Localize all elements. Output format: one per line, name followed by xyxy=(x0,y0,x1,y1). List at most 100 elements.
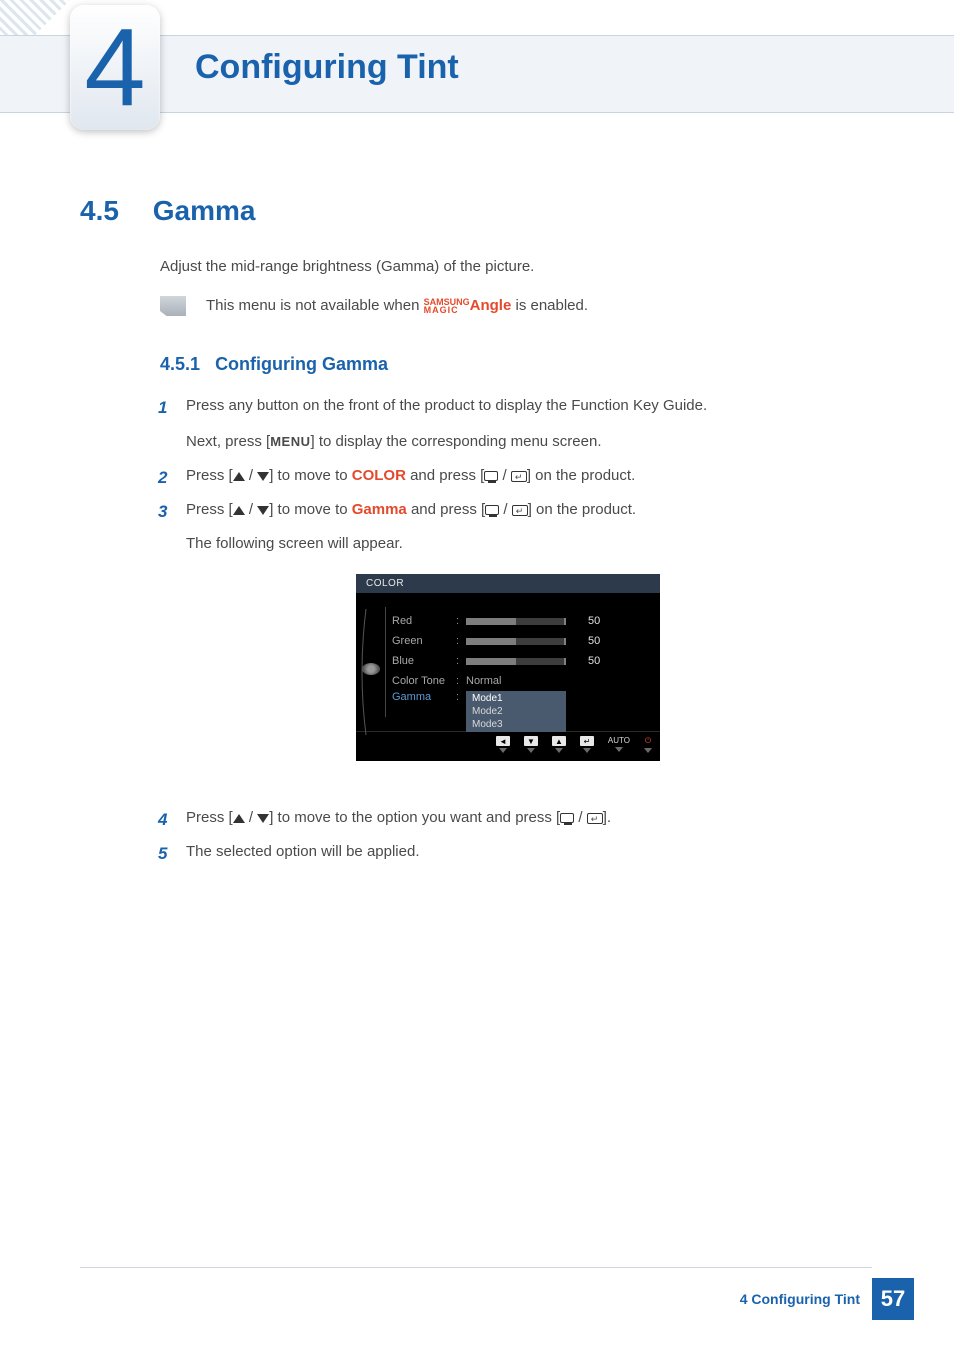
osd-footer-left: ◄ xyxy=(496,736,510,753)
chapter-number: 4 xyxy=(84,13,145,123)
osd-colon: : xyxy=(456,675,466,687)
osd-colon: : xyxy=(456,615,466,627)
indicator-icon xyxy=(555,748,563,753)
source-icon xyxy=(484,471,498,481)
gamma-dropdown: Mode1 Mode2 Mode3 xyxy=(466,691,566,732)
osd-row-gamma: Gamma : Mode1 Mode2 Mode3 xyxy=(372,691,644,711)
s2-prefix: Press [ xyxy=(186,467,233,484)
intro-text: Adjust the mid-range brightness (Gamma) … xyxy=(160,256,864,279)
step-number: 3 xyxy=(158,498,167,525)
gamma-option: Mode3 xyxy=(472,718,560,731)
up-arrow-icon xyxy=(233,472,245,481)
osd-row-red: Red : 50 xyxy=(372,611,644,631)
step-4: 4 Press [ / ] to move to the option you … xyxy=(160,806,864,830)
up-arrow-icon xyxy=(233,506,245,515)
step-2: 2 Press [ / ] to move to COLOR and press… xyxy=(160,464,864,488)
subsection-heading: 4.5.1 Configuring Gamma xyxy=(160,354,388,375)
page-number: 57 xyxy=(872,1278,914,1320)
s3-target: Gamma xyxy=(352,501,407,518)
footer-rule xyxy=(80,1267,872,1268)
note-text: This menu is not available when SAMSUNGM… xyxy=(206,297,588,314)
menu-key: MENU xyxy=(270,434,310,449)
osd-slider xyxy=(466,638,566,645)
step2-body: Press [ / ] to move to COLOR and press [… xyxy=(186,464,864,488)
left-icon: ◄ xyxy=(496,736,510,746)
step-3: 3 Press [ / ] to move to Gamma and press… xyxy=(160,498,864,556)
s4-prefix: Press [ xyxy=(186,809,233,826)
down-arrow-icon xyxy=(257,506,269,515)
gamma-option: Mode1 xyxy=(472,692,560,705)
osd-slider-end xyxy=(564,638,566,645)
step3-tail: The following screen will appear. xyxy=(186,532,864,556)
footer-text: 4 Configuring Tint xyxy=(740,1291,860,1307)
note-prefix: This menu is not available when xyxy=(206,297,424,314)
s3-end: ] on the product. xyxy=(528,501,636,518)
step-number: 5 xyxy=(158,840,167,867)
down-arrow-icon xyxy=(257,472,269,481)
magic-lower: MAGIC xyxy=(424,305,459,315)
down-arrow-icon xyxy=(257,814,269,823)
s2-mid: ] to move to xyxy=(269,467,352,484)
enter-icon xyxy=(511,471,527,482)
osd-slider-fill xyxy=(466,618,516,625)
osd-slider-fill xyxy=(466,658,516,665)
osd-palette-icon xyxy=(362,663,380,675)
osd-ribbon xyxy=(360,607,386,717)
osd-slider-end xyxy=(564,618,566,625)
osd-row-green: Green : 50 xyxy=(372,631,644,651)
enter-btn-icon: ↵ xyxy=(580,736,594,746)
osd-row-blue: Blue : 50 xyxy=(372,651,644,671)
gamma-option: Mode2 xyxy=(472,705,560,718)
samsung-magic-label: SAMSUNGMAGIC xyxy=(424,298,470,314)
enter-icon xyxy=(587,813,603,824)
up-icon: ▲ xyxy=(552,736,566,746)
osd-footer-up: ▲ xyxy=(552,736,566,753)
indicator-icon xyxy=(499,748,507,753)
up-arrow-icon xyxy=(233,814,245,823)
s2-end: ] on the product. xyxy=(527,467,635,484)
osd-footer-auto: AUTO xyxy=(608,736,630,753)
step-5: 5 The selected option will be applied. xyxy=(160,840,864,864)
s3-after: and press [ xyxy=(407,501,485,518)
note-icon xyxy=(160,296,186,316)
s2-target: COLOR xyxy=(352,467,406,484)
step1-line1: Press any button on the front of the pro… xyxy=(186,394,864,418)
s4-end: ]. xyxy=(603,809,611,826)
subsection-number: 4.5.1 xyxy=(160,354,200,374)
note-row: This menu is not available when SAMSUNGM… xyxy=(160,296,864,316)
source-icon xyxy=(485,505,499,515)
osd-row-colortone: Color Tone : Normal xyxy=(372,671,644,691)
osd-slider xyxy=(466,618,566,625)
source-icon xyxy=(560,813,574,823)
step3-body: Press [ / ] to move to Gamma and press [… xyxy=(186,498,864,556)
osd-value: Normal xyxy=(466,675,501,687)
osd-body: Red : 50 Green : 50 Blue : 50 Color Tone… xyxy=(356,593,660,731)
osd-colon: : xyxy=(456,691,466,703)
osd-footer-down: ▼ xyxy=(524,736,538,753)
osd-slider-end xyxy=(564,658,566,665)
osd-slider xyxy=(466,658,566,665)
osd-value: 50 xyxy=(588,655,600,667)
magic-angle: Angle xyxy=(470,297,512,314)
osd-value: 50 xyxy=(588,635,600,647)
step-number: 1 xyxy=(158,394,167,421)
osd-footer: ◄ ▼ ▲ ↵ AUTO ⏻ xyxy=(356,731,660,761)
section-title: Gamma xyxy=(153,195,256,226)
enter-icon xyxy=(512,505,528,516)
note-suffix: is enabled. xyxy=(511,297,588,314)
subsection-title: Configuring Gamma xyxy=(215,354,388,374)
osd-panel: COLOR Red : 50 Green : 50 Blue : 50 Colo… xyxy=(356,574,660,761)
step5-body: The selected option will be applied. xyxy=(186,840,864,864)
step4-body: Press [ / ] to move to the option you wa… xyxy=(186,806,864,830)
down-icon: ▼ xyxy=(524,736,538,746)
s3-prefix: Press [ xyxy=(186,501,233,518)
chapter-badge: 4 xyxy=(70,5,160,130)
osd-colon: : xyxy=(456,655,466,667)
section-heading: 4.5 Gamma xyxy=(80,195,255,227)
osd-value: 50 xyxy=(588,615,600,627)
indicator-icon xyxy=(615,747,623,752)
s1b-suffix: ] to display the corresponding menu scre… xyxy=(310,433,601,450)
indicator-icon xyxy=(583,748,591,753)
section-number: 4.5 xyxy=(80,195,119,226)
step1-line2: Next, press [MENU] to display the corres… xyxy=(186,430,864,454)
